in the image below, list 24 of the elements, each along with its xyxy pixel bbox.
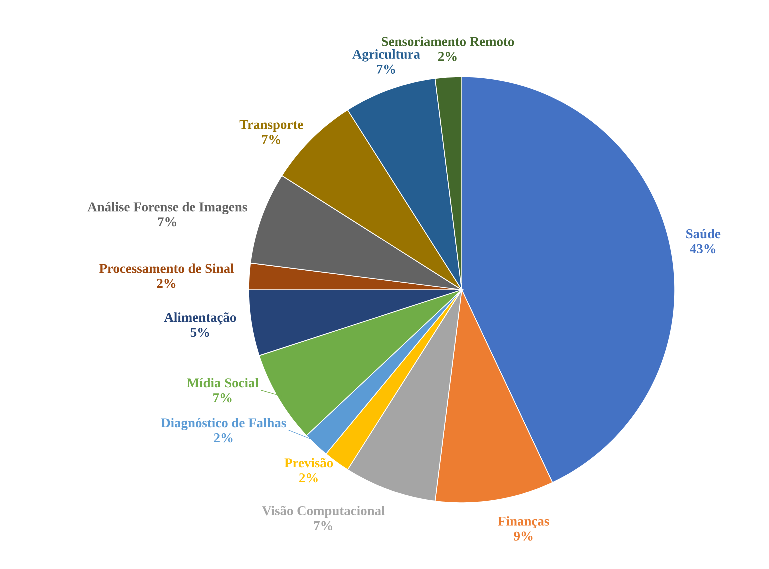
data-label: 7% — [158, 218, 176, 227]
data-label: 2% — [157, 279, 176, 288]
slice-label: Transporte — [240, 120, 304, 132]
data-label: 43% — [690, 244, 716, 254]
data-label: 2% — [300, 474, 318, 483]
slice-label: Sensoriamento Remoto — [382, 36, 514, 46]
data-label: 7% — [214, 394, 232, 403]
slice-label: Análise Forense de Imagens — [88, 202, 248, 215]
slice-label: Processamento de Sinal — [100, 264, 234, 274]
data-label: 7% — [377, 64, 396, 74]
slice-label: Diagnóstico de Falhas — [161, 418, 286, 430]
slice-label: Previsão — [284, 458, 334, 468]
slice-label: Visão Computacional — [262, 506, 386, 518]
slice-label: Alimentação — [164, 312, 236, 325]
data-label: 2% — [214, 434, 233, 443]
slice-label: Agricultura — [352, 50, 420, 62]
data-label: 9% — [514, 532, 533, 541]
data-label: 5% — [190, 328, 210, 338]
data-label: 7% — [262, 135, 280, 144]
slice-label: Saúde — [686, 229, 721, 239]
data-label: 7% — [314, 521, 333, 530]
slice-label: Mídia Social — [187, 378, 259, 388]
data-label: 2% — [438, 52, 457, 62]
slice-label: Finanças — [498, 516, 550, 529]
